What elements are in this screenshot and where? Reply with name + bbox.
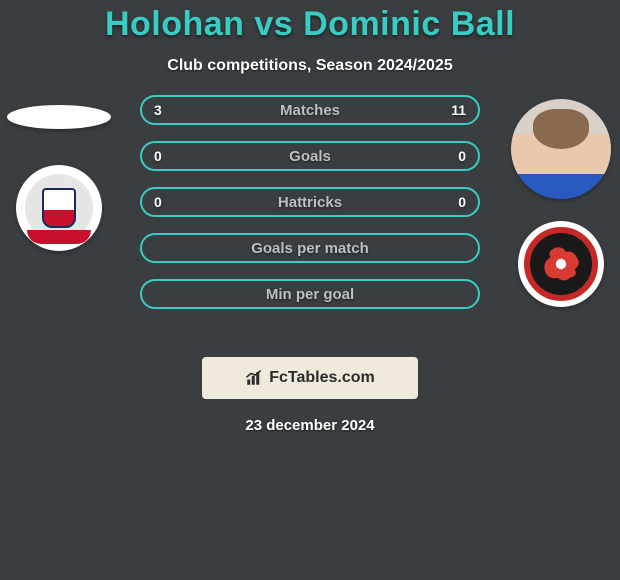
stat-label: Goals per match [142,240,478,257]
stat-row-matches: 3 Matches 11 [140,95,480,125]
stat-row-min-per-goal: Min per goal [140,279,480,309]
page-title: Holohan vs Dominic Ball [0,6,620,43]
stat-row-goals: 0 Goals 0 [140,141,480,171]
stat-right-value: 0 [448,194,466,210]
stat-row-hattricks: 0 Hattricks 0 [140,187,480,217]
stat-left-value: 0 [154,148,172,164]
right-player-photo [511,99,611,199]
orient-badge-icon [524,227,598,301]
stat-label: Min per goal [142,286,478,303]
stat-label: Goals [142,148,478,165]
stat-label: Matches [142,102,478,119]
right-club-badge [518,221,604,307]
stat-right-value: 11 [448,102,466,118]
footer-date: 23 december 2024 [0,417,620,434]
subtitle: Club competitions, Season 2024/2025 [0,57,620,75]
left-player-column [4,105,114,251]
stats-list: 3 Matches 11 0 Goals 0 0 Hattricks 0 Goa… [140,95,480,325]
crawley-badge-icon [25,174,93,242]
stat-label: Hattricks [142,194,478,211]
right-player-column [506,105,616,307]
stat-left-value: 0 [154,194,172,210]
bar-chart-icon [245,369,263,387]
stat-left-value: 3 [154,102,172,118]
comparison-card: Holohan vs Dominic Ball Club competition… [0,0,620,434]
brand-text: FcTables.com [269,369,375,387]
stat-right-value: 0 [448,148,466,164]
comparison-body: 3 Matches 11 0 Goals 0 0 Hattricks 0 Goa… [0,105,620,345]
stat-row-goals-per-match: Goals per match [140,233,480,263]
left-club-badge [16,165,102,251]
wyvern-icon [535,238,587,290]
left-player-silhouette [7,105,111,129]
brand-card[interactable]: FcTables.com [202,357,418,399]
